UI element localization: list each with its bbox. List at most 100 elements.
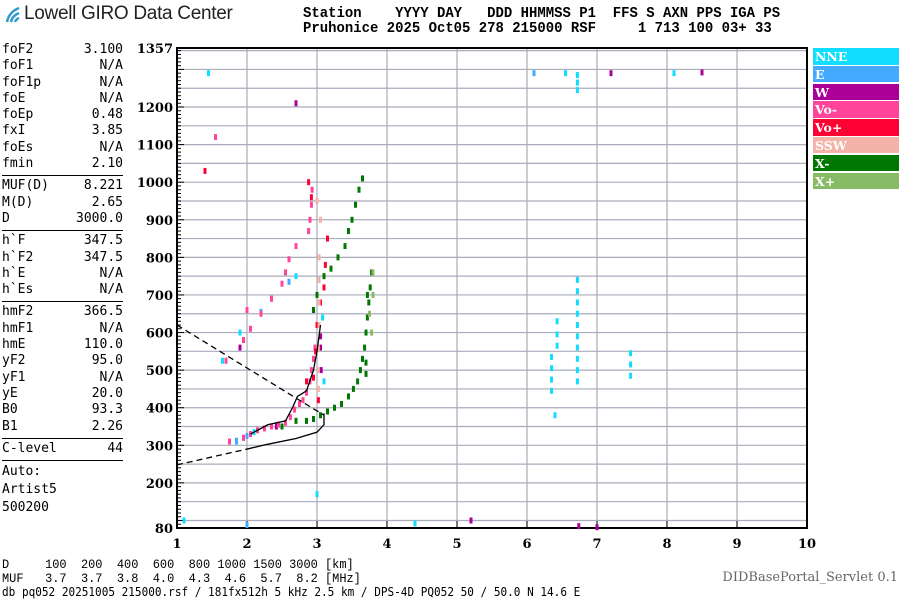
data-point-w	[469, 517, 473, 524]
data-point-nne	[294, 273, 298, 280]
param-row: hmF2 366.5	[2, 304, 123, 320]
param-row: h`E N/A	[2, 266, 123, 282]
data-point-e	[245, 432, 249, 439]
param-row: MUF(D) 8.221	[2, 178, 123, 194]
data-point-vo+	[316, 397, 320, 404]
param-value: 3.100	[83, 42, 123, 57]
data-point-vo-	[280, 280, 284, 287]
param-row: foF2 3.100	[2, 42, 123, 58]
scaled-parameters-panel: foF2 3.100 foF1 N/A foF1p N/A foE N/A foEp 0.48 fx…	[2, 42, 123, 517]
data-point-vo+	[312, 374, 315, 381]
data-point-x-	[336, 254, 340, 261]
data-point-x-	[319, 412, 322, 419]
data-point-vo-	[287, 256, 291, 263]
param-value: N/A	[99, 139, 123, 155]
data-point-x-	[364, 329, 368, 336]
param-value: N/A	[99, 282, 123, 298]
profile-line	[246, 413, 325, 450]
param-row: yE 20.0	[2, 386, 123, 402]
param-row: C-level 44	[2, 441, 123, 457]
data-point-x-	[305, 417, 308, 424]
y-tick-label: 400	[146, 402, 173, 417]
data-point-e	[532, 70, 536, 77]
file-info: db pq052 20251005 215000.rsf / 181fx512h…	[2, 585, 581, 599]
data-point-nne	[555, 342, 559, 349]
param-value: 93.3	[91, 402, 123, 418]
param-row: foEp 0.48	[2, 107, 123, 123]
data-point-vo-	[277, 421, 280, 428]
separator	[2, 230, 123, 232]
data-point-nne	[550, 376, 553, 383]
data-point-x-	[280, 423, 284, 430]
data-point-w	[238, 344, 242, 351]
data-point-x+	[371, 291, 375, 298]
data-point-nne	[207, 70, 210, 77]
data-point-e	[245, 521, 249, 528]
data-point-x+	[371, 269, 375, 276]
param-label: B0	[2, 402, 18, 418]
data-point-e	[287, 278, 291, 285]
data-point-ssw	[315, 197, 319, 204]
data-point-e	[235, 437, 238, 444]
data-point-vo-	[245, 306, 249, 313]
header-row-values: Pruhonice 2025 Oct05 278 215000 RSF 1 71…	[303, 20, 772, 37]
y-tick-label: 600	[146, 327, 173, 342]
data-point-vo-	[249, 325, 252, 332]
param-label: foE	[2, 90, 26, 106]
data-point-vo+	[323, 261, 327, 268]
data-point-nne	[238, 329, 242, 336]
param-label: hmE	[2, 337, 26, 353]
y-tick-label: 900	[146, 214, 173, 229]
data-point-nne	[672, 70, 676, 77]
param-label: foF2	[2, 42, 34, 57]
param-row: yF1 N/A	[2, 370, 123, 386]
logo: Lowell GIRO Data Center	[4, 3, 233, 25]
param-label: B1	[2, 418, 18, 434]
data-point-vo-	[312, 355, 315, 362]
param-row: B0 93.3	[2, 402, 123, 418]
param-label: h`Es	[2, 282, 34, 298]
signal-logo-icon	[5, 6, 20, 23]
data-point-nne	[550, 365, 553, 372]
data-point-w	[609, 70, 613, 77]
data-point-nne	[564, 70, 567, 77]
data-point-nne	[575, 355, 579, 362]
param-row: fmin 2.10	[2, 156, 123, 172]
param-label: h`F2	[2, 249, 34, 265]
param-label: yF1	[2, 369, 26, 385]
data-point-nne	[629, 361, 633, 368]
param-row: h`F 347.5	[2, 233, 123, 249]
data-point-x-	[361, 175, 364, 182]
data-point-x-	[312, 415, 315, 422]
param-label: foEp	[2, 107, 34, 123]
data-point-nne	[575, 322, 579, 329]
data-point-nne	[629, 350, 633, 357]
param-value: 2.26	[91, 418, 123, 434]
data-point-nne	[575, 310, 579, 317]
data-point-nne	[413, 520, 417, 527]
param-label: MUF(D)	[2, 178, 49, 194]
data-point-vo-	[313, 344, 317, 351]
param-label: yE	[2, 385, 18, 401]
param-row: M(D) 2.65	[2, 195, 123, 211]
data-point-x-	[365, 314, 369, 321]
param-row: hmE 110.0	[2, 337, 123, 353]
data-point-ssw	[316, 367, 320, 374]
data-point-ssw	[317, 254, 321, 261]
param-value: 3000.0	[76, 210, 123, 226]
legend-item-xminus: X-	[813, 154, 899, 172]
data-point-x-	[326, 408, 329, 415]
data-point-vo-	[242, 434, 245, 441]
servlet-version: DIDBasePortal_Servlet 0.1	[722, 570, 898, 585]
profile-line	[176, 324, 325, 416]
data-point-ssw	[316, 385, 320, 392]
x-tick-label: 5	[452, 537, 461, 552]
param-value: 366.5	[83, 304, 123, 320]
profile-line	[176, 448, 248, 466]
data-point-vo-	[307, 228, 311, 235]
param-row: yF2 95.0	[2, 353, 123, 369]
param-value: N/A	[99, 74, 123, 90]
data-point-x-	[364, 370, 368, 377]
plot-frame	[176, 47, 808, 529]
param-label: foF1p	[2, 74, 42, 90]
